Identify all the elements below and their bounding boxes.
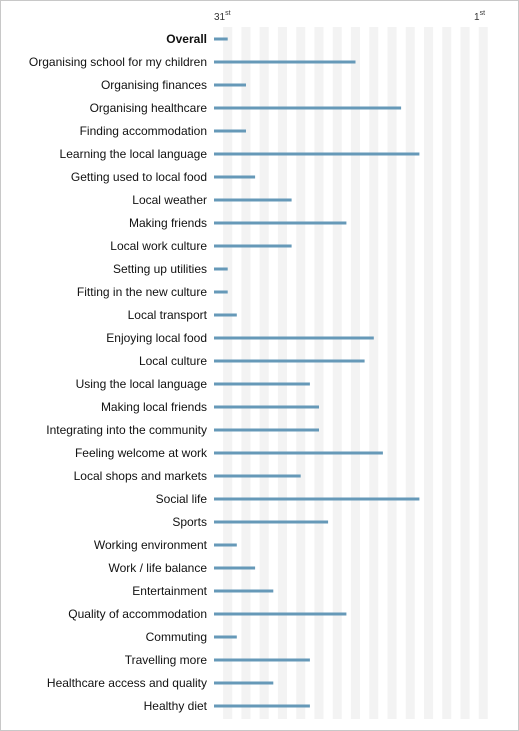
bar	[214, 612, 347, 616]
grid-stripe	[350, 27, 360, 719]
category-label: Local weather	[132, 193, 207, 207]
category-label: Getting used to local food	[71, 170, 207, 184]
category-label: Making local friends	[101, 400, 207, 414]
category-label: Integrating into the community	[46, 423, 207, 437]
bar	[214, 313, 237, 317]
category-label: Organising healthcare	[90, 101, 208, 115]
category-label: Healthy diet	[144, 699, 208, 713]
bar	[214, 497, 420, 501]
bar	[214, 658, 310, 662]
axis-right-rank-suffix: st	[480, 10, 486, 17]
axis-left-rank-label: 31st	[214, 10, 231, 23]
grid-stripe	[460, 27, 470, 719]
grid-stripe	[277, 27, 287, 719]
axis-right-rank-number: 1	[474, 12, 480, 23]
category-label: Local shops and markets	[74, 469, 207, 483]
bar	[214, 382, 310, 386]
bar	[214, 37, 228, 41]
bar	[214, 589, 274, 593]
bar	[214, 428, 319, 432]
category-label: Making friends	[129, 216, 207, 230]
bars	[214, 37, 420, 708]
bar	[214, 704, 310, 708]
grid-stripe	[259, 27, 269, 719]
bar	[214, 635, 237, 639]
bar	[214, 520, 329, 524]
bar	[214, 60, 356, 64]
category-label: Local work culture	[110, 239, 207, 253]
category-label: Setting up utilities	[113, 262, 207, 276]
grid-stripe	[424, 27, 434, 719]
bar	[214, 566, 256, 570]
category-label: Local transport	[128, 308, 208, 322]
bar	[214, 474, 301, 478]
bar	[214, 336, 374, 340]
bar	[214, 681, 274, 685]
category-label: Finding accommodation	[80, 124, 207, 138]
grid-stripe	[296, 27, 306, 719]
bar	[214, 543, 237, 547]
category-label: Sports	[172, 515, 207, 529]
bar	[214, 359, 365, 363]
bar	[214, 221, 347, 225]
category-labels: Overall Organising school for my children…	[29, 32, 208, 713]
bar	[214, 290, 228, 294]
category-label: Social life	[156, 492, 208, 506]
category-label: Commuting	[146, 630, 207, 644]
grid-stripe	[314, 27, 324, 719]
category-label: Work / life balance	[109, 561, 208, 575]
bar	[214, 106, 402, 110]
category-label: Working environment	[94, 538, 208, 552]
grid-stripe	[223, 27, 233, 719]
bar	[214, 129, 246, 133]
category-label: Local culture	[139, 354, 207, 368]
category-label: Entertainment	[132, 584, 207, 598]
bar	[214, 152, 420, 156]
bar	[214, 244, 292, 248]
rank-axis: 31st 1st	[214, 10, 485, 23]
category-label: Quality of accommodation	[68, 607, 207, 621]
bar	[214, 267, 228, 271]
category-label: Overall	[166, 32, 207, 46]
category-label: Travelling more	[125, 653, 208, 667]
category-label: Using the local language	[76, 377, 208, 391]
axis-right-rank-label: 1st	[474, 10, 485, 23]
bar	[214, 405, 319, 409]
grid-stripe	[369, 27, 379, 719]
bar	[214, 83, 246, 87]
category-label: Organising finances	[101, 78, 207, 92]
axis-left-rank-suffix: st	[225, 10, 231, 17]
category-label: Learning the local language	[60, 147, 208, 161]
category-label: Fitting in the new culture	[77, 285, 207, 299]
bar	[214, 198, 292, 202]
grid-stripe	[478, 27, 488, 719]
category-label: Healthcare access and quality	[47, 676, 207, 690]
bar	[214, 451, 383, 455]
grid-stripe	[241, 27, 251, 719]
category-label: Enjoying local food	[106, 331, 207, 345]
category-label: Organising school for my children	[29, 55, 207, 69]
category-label: Feeling welcome at work	[75, 446, 208, 460]
axis-left-rank-number: 31	[214, 12, 226, 23]
grid-stripes	[223, 27, 488, 719]
bar	[214, 175, 256, 179]
grid-stripe	[387, 27, 397, 719]
grid-stripe	[332, 27, 342, 719]
grid-stripe	[405, 27, 415, 719]
grid-stripe	[442, 27, 452, 719]
